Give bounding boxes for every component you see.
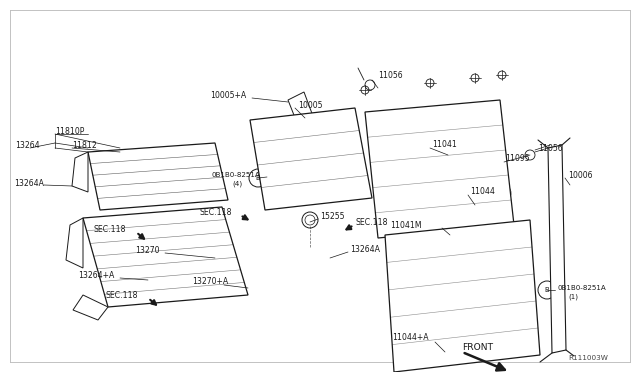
Text: 13264A: 13264A (350, 244, 380, 253)
Text: (1): (1) (568, 294, 578, 300)
Circle shape (381, 196, 399, 214)
Circle shape (191, 185, 205, 198)
Text: SEC.118: SEC.118 (200, 208, 232, 217)
Text: B: B (545, 287, 549, 293)
Polygon shape (88, 143, 228, 210)
Text: 13270: 13270 (135, 246, 159, 254)
Text: 15255: 15255 (320, 212, 344, 221)
Circle shape (328, 181, 342, 195)
Circle shape (439, 113, 457, 131)
Circle shape (408, 286, 436, 314)
Polygon shape (288, 92, 320, 143)
Text: 11812: 11812 (72, 141, 97, 150)
Circle shape (173, 150, 186, 163)
Text: SEC.118: SEC.118 (106, 291, 138, 299)
Text: (4): (4) (232, 181, 242, 187)
Circle shape (493, 184, 511, 202)
Circle shape (414, 331, 442, 359)
Text: 10006: 10006 (568, 170, 593, 180)
Text: R111003W: R111003W (568, 355, 608, 361)
Circle shape (313, 115, 327, 129)
Text: 11056: 11056 (538, 144, 563, 153)
Circle shape (258, 120, 272, 134)
Text: 0B1B0-8251A: 0B1B0-8251A (212, 172, 260, 178)
Circle shape (479, 323, 507, 351)
Polygon shape (548, 145, 566, 353)
Polygon shape (72, 152, 88, 192)
Polygon shape (365, 100, 514, 238)
Text: 10005+A: 10005+A (210, 90, 246, 99)
Text: 11095: 11095 (505, 154, 530, 163)
Text: 11044+A: 11044+A (392, 334, 429, 343)
Circle shape (376, 119, 394, 137)
Circle shape (91, 221, 105, 235)
Circle shape (198, 276, 212, 290)
Text: B: B (255, 175, 260, 181)
Circle shape (474, 278, 502, 306)
Text: 11810P: 11810P (55, 126, 84, 135)
Circle shape (453, 189, 471, 207)
Circle shape (466, 231, 494, 259)
Text: 11041M: 11041M (390, 221, 422, 230)
Text: FRONT: FRONT (462, 343, 493, 353)
Polygon shape (66, 218, 83, 268)
Circle shape (335, 113, 349, 127)
Circle shape (481, 108, 499, 126)
Text: 0B1B0-8251A: 0B1B0-8251A (558, 285, 607, 291)
Text: 10005: 10005 (298, 100, 323, 109)
Text: 11044: 11044 (470, 186, 495, 196)
Circle shape (124, 189, 136, 202)
Text: SEC.118: SEC.118 (94, 224, 127, 234)
Circle shape (183, 211, 197, 225)
Circle shape (99, 155, 111, 169)
Text: SEC.118: SEC.118 (356, 218, 388, 227)
Polygon shape (73, 295, 108, 320)
Polygon shape (83, 207, 248, 307)
Text: 13270+A: 13270+A (192, 278, 228, 286)
Text: 13264+A: 13264+A (78, 272, 115, 280)
Text: 11041: 11041 (432, 140, 457, 148)
Circle shape (401, 238, 429, 266)
Circle shape (268, 188, 282, 202)
Polygon shape (250, 108, 372, 210)
Text: 11056: 11056 (378, 71, 403, 80)
Polygon shape (385, 220, 540, 372)
Circle shape (115, 286, 129, 300)
Text: 13264A: 13264A (14, 179, 44, 187)
Text: 13264: 13264 (15, 141, 40, 150)
